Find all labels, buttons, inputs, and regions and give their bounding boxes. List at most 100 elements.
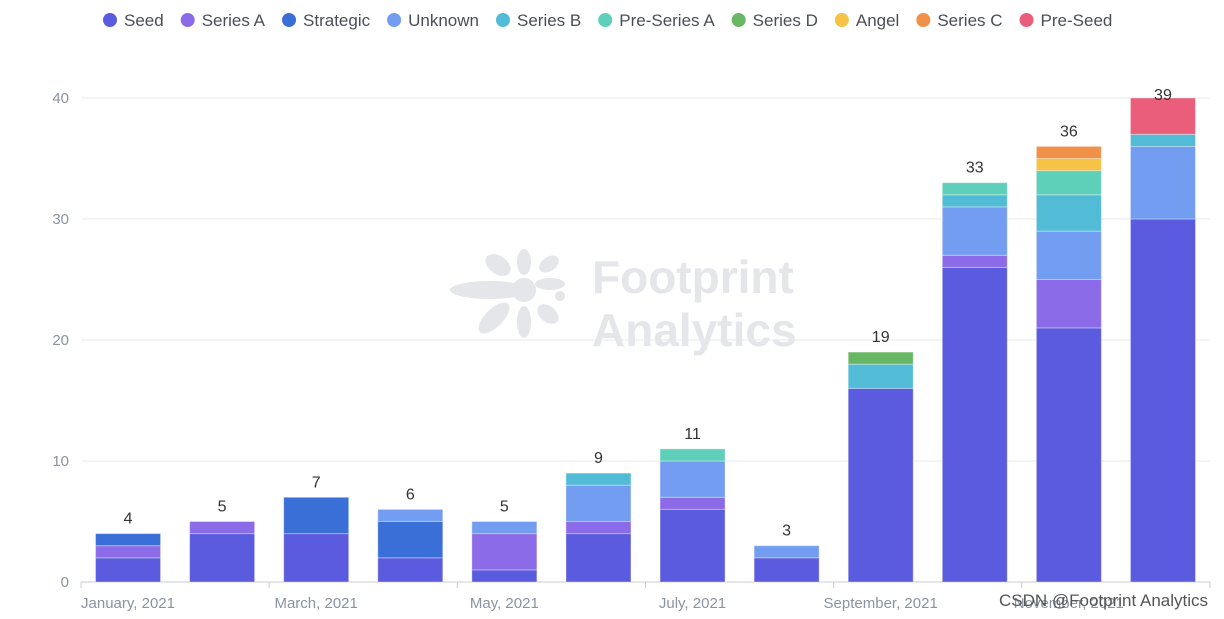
legend-marker — [834, 13, 849, 27]
bar-segment[interactable] — [565, 533, 632, 583]
bar-segment[interactable] — [753, 557, 820, 583]
bar-segment[interactable] — [1035, 170, 1102, 196]
legend-marker — [282, 13, 297, 27]
watermark-line1: Footprint — [592, 251, 794, 303]
bar-segment[interactable] — [847, 363, 914, 389]
x-tick-label: May, 2021 — [470, 595, 539, 612]
bar-segment[interactable] — [1129, 97, 1196, 135]
bar-segment[interactable] — [659, 448, 726, 462]
legend-item[interactable]: Strategic — [282, 11, 371, 30]
total-label: 19 — [872, 329, 890, 346]
bar-segment[interactable] — [659, 460, 726, 498]
total-label: 7 — [312, 474, 321, 491]
y-axis: 0 10 20 30 40 — [52, 90, 69, 591]
total-label: 39 — [1154, 87, 1172, 104]
x-tick-label: July, 2021 — [659, 595, 726, 612]
total-label: 5 — [500, 499, 509, 516]
bar-segment[interactable] — [941, 206, 1008, 256]
bar-segment[interactable] — [1129, 145, 1196, 220]
legend-item[interactable]: Series C — [916, 11, 1003, 30]
legend-item[interactable]: Angel — [834, 11, 899, 30]
bar-segment[interactable] — [471, 533, 538, 571]
legend-marker — [1019, 13, 1034, 27]
bar-segment[interactable] — [941, 266, 1008, 583]
legend-label: Unknown — [408, 11, 479, 30]
watermark-line2: Analytics — [592, 304, 797, 356]
bar-segment[interactable] — [377, 557, 444, 583]
x-axis: January, 2021 March, 2021 May, 2021 July, 2… — [80, 582, 1211, 612]
legend-label: Angel — [856, 11, 899, 30]
bar-segment[interactable] — [1035, 279, 1102, 329]
bar-segment[interactable] — [189, 533, 256, 583]
y-tick-label: 30 — [52, 211, 69, 228]
total-label: 11 — [684, 426, 701, 443]
bar-segment[interactable] — [471, 569, 538, 583]
bar-segment[interactable] — [283, 496, 350, 535]
legend-item[interactable]: Pre-Seed — [1019, 11, 1113, 30]
legend-item[interactable]: Pre-Series A — [598, 11, 715, 30]
bar-segment[interactable] — [189, 521, 256, 535]
bar-segment[interactable] — [95, 557, 162, 583]
x-tick-label: November, 2021 — [1014, 595, 1124, 612]
bar-segment[interactable] — [377, 521, 444, 559]
bar-segment[interactable] — [847, 351, 914, 365]
bar-segment[interactable] — [941, 182, 1008, 196]
bar-segment[interactable] — [1035, 145, 1102, 159]
total-label: 4 — [124, 511, 133, 528]
bar-segment[interactable] — [941, 254, 1008, 268]
x-tick-label: September, 2021 — [824, 595, 938, 612]
total-label: 6 — [406, 486, 415, 503]
x-tick-label: January, 2021 — [81, 595, 175, 612]
total-label: 5 — [218, 499, 227, 516]
legend-marker — [387, 13, 402, 27]
total-label: 3 — [782, 523, 791, 540]
bar-segment[interactable] — [1035, 230, 1102, 281]
legend-label: Series A — [202, 11, 266, 30]
legend-marker — [180, 13, 195, 27]
legend-item[interactable]: Series D — [731, 11, 818, 30]
credit-text: CSDN @Footprint Analytics — [999, 591, 1208, 610]
watermark-logo-icon — [450, 249, 565, 338]
bar-segment[interactable] — [565, 521, 632, 535]
bars — [95, 97, 1196, 583]
bar-segment[interactable] — [659, 496, 726, 510]
bar-segment[interactable] — [1129, 133, 1196, 147]
legend: Seed Series A Strategic Unknown Series B Pre-… — [103, 11, 1112, 30]
watermark: Footprint Analytics — [450, 249, 797, 356]
bar-segment[interactable] — [1035, 194, 1102, 232]
y-tick-label: 0 — [61, 574, 69, 591]
legend-item[interactable]: Series B — [495, 11, 581, 30]
bar-segment[interactable] — [659, 508, 726, 583]
bar-segment[interactable] — [753, 545, 820, 559]
legend-marker — [731, 13, 746, 27]
legend-label: Series B — [517, 11, 581, 30]
legend-item[interactable]: Seed — [103, 11, 164, 30]
total-label: 36 — [1060, 123, 1078, 140]
total-label: 33 — [966, 160, 984, 177]
total-labels: 4 5 7 6 5 9 11 3 19 33 36 39 — [124, 87, 1172, 540]
legend-item[interactable]: Unknown — [387, 11, 479, 30]
legend-marker — [495, 13, 510, 27]
bar-segment[interactable] — [471, 521, 538, 535]
y-tick-label: 40 — [52, 90, 69, 107]
y-tick-label: 20 — [52, 332, 69, 349]
bar-segment[interactable] — [377, 508, 444, 522]
x-tick-label: March, 2021 — [274, 595, 357, 612]
bar-segment[interactable] — [941, 194, 1008, 208]
legend-marker — [916, 13, 931, 27]
total-label: 9 — [594, 450, 603, 467]
bar-segment[interactable] — [1035, 158, 1102, 172]
legend-marker — [598, 13, 613, 27]
bar-segment[interactable] — [1035, 327, 1102, 583]
bar-segment[interactable] — [565, 472, 632, 486]
bar-segment[interactable] — [283, 533, 350, 583]
bar-segment[interactable] — [565, 484, 632, 523]
legend-item[interactable]: Series A — [180, 11, 266, 30]
y-tick-label: 10 — [52, 453, 69, 470]
bar-segment[interactable] — [95, 545, 162, 559]
bar-segment[interactable] — [95, 533, 162, 547]
bar-segment[interactable] — [847, 387, 914, 583]
legend-marker — [103, 13, 117, 27]
bar-segment[interactable] — [1129, 218, 1196, 583]
